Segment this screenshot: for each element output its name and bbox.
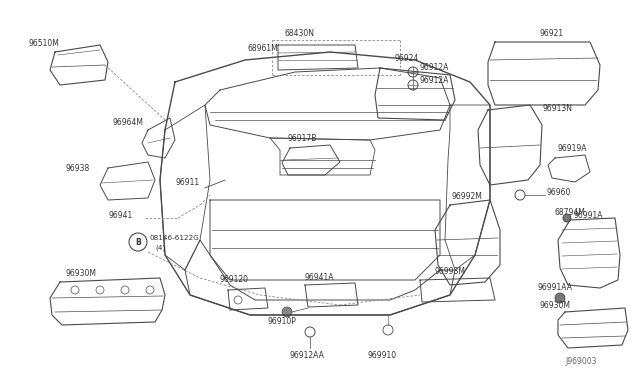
- Circle shape: [563, 214, 571, 222]
- Text: 96912AA: 96912AA: [290, 350, 325, 359]
- Text: 96510M: 96510M: [28, 38, 59, 48]
- Text: 96993M: 96993M: [435, 267, 466, 276]
- Text: 96913N: 96913N: [543, 103, 573, 112]
- Text: 96911: 96911: [175, 177, 199, 186]
- Text: 08146-6122G: 08146-6122G: [150, 235, 200, 241]
- Text: J969003: J969003: [565, 357, 596, 366]
- Text: 68961M: 68961M: [248, 44, 279, 52]
- Text: 68794M: 68794M: [555, 208, 586, 217]
- Text: 96912A: 96912A: [420, 62, 449, 71]
- Text: (4): (4): [155, 245, 165, 251]
- Text: 96941A: 96941A: [305, 273, 335, 282]
- Text: 96964M: 96964M: [112, 118, 143, 126]
- Text: 96924: 96924: [395, 54, 419, 62]
- Text: 96921: 96921: [540, 29, 564, 38]
- Text: 96910P: 96910P: [268, 317, 297, 327]
- Text: 969910: 969910: [368, 350, 397, 359]
- Text: 96917B: 96917B: [288, 134, 317, 142]
- Text: 96919A: 96919A: [558, 144, 588, 153]
- Text: 96941: 96941: [108, 211, 132, 219]
- Text: B: B: [135, 237, 141, 247]
- Text: 96930M: 96930M: [540, 301, 571, 310]
- Text: 96960: 96960: [547, 187, 572, 196]
- Circle shape: [282, 307, 292, 317]
- Text: 96912A: 96912A: [420, 76, 449, 84]
- Text: 96930M: 96930M: [65, 269, 96, 278]
- Text: 96938: 96938: [65, 164, 89, 173]
- Text: 96991AA: 96991AA: [538, 283, 573, 292]
- Text: 96992M: 96992M: [452, 192, 483, 201]
- Text: 68430N: 68430N: [285, 29, 315, 38]
- Text: 96991A: 96991A: [574, 211, 604, 219]
- Text: 969120: 969120: [220, 276, 249, 285]
- Circle shape: [555, 293, 565, 303]
